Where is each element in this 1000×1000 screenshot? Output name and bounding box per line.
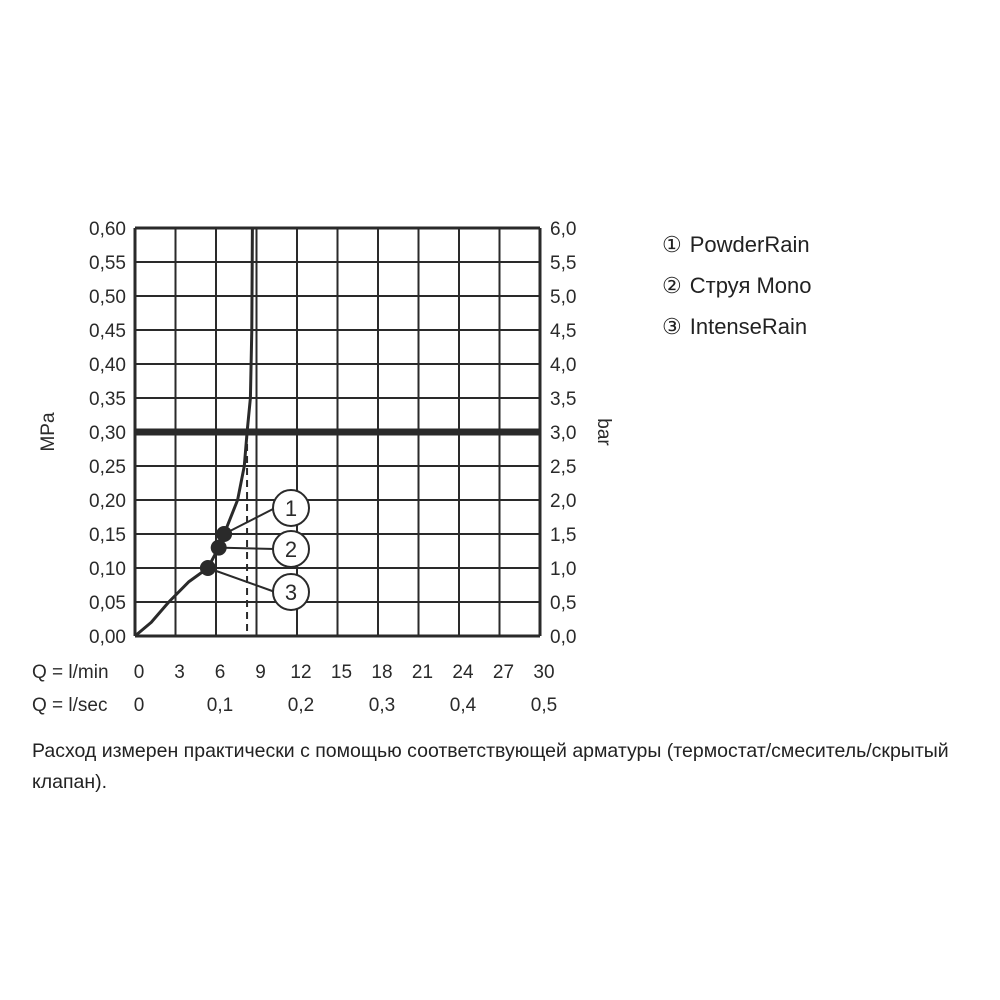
callout-label: 2 bbox=[285, 537, 297, 562]
x-tick-label-lsec: 0,5 bbox=[531, 695, 557, 716]
y-tick-label-right: 4,0 bbox=[550, 355, 576, 376]
y-axis-label-right: bar bbox=[593, 418, 614, 446]
callout-line bbox=[218, 546, 276, 550]
y-tick-label-right: 3,0 bbox=[550, 423, 576, 444]
y-tick-label-left: 0,55 bbox=[89, 253, 126, 274]
y-tick-label-left: 0,20 bbox=[89, 491, 126, 512]
legend-item: ② Струя Mono bbox=[662, 265, 820, 306]
legend-symbol: ② bbox=[662, 273, 682, 298]
legend-item: ① PowderRain bbox=[662, 224, 820, 265]
x-tick-label-lmin: 30 bbox=[533, 662, 554, 683]
x-tick-label-lmin: 18 bbox=[371, 662, 392, 683]
callout-label: 1 bbox=[285, 496, 297, 521]
legend-label: Струя Mono bbox=[689, 273, 812, 298]
callout-circle bbox=[272, 573, 310, 611]
y-tick-label-right: 6,0 bbox=[550, 219, 576, 240]
y-tick-label-left: 0,25 bbox=[89, 457, 126, 478]
data-point-marker bbox=[199, 560, 216, 576]
y-tick-label-right: 4,5 bbox=[550, 321, 576, 342]
x-tick-label-lsec: 0 bbox=[134, 695, 145, 716]
legend-symbol: ③ bbox=[662, 314, 682, 339]
legend-item: ③ IntenseRain bbox=[662, 306, 820, 347]
x-tick-label-lmin: 0 bbox=[134, 662, 145, 683]
data-point-marker bbox=[216, 526, 233, 542]
y-tick-label-right: 2,0 bbox=[550, 491, 576, 512]
x-tick-label-lmin: 12 bbox=[290, 662, 311, 683]
y-tick-label-left: 0,00 bbox=[89, 627, 126, 648]
x-axis-label-lsec: Q = l/sec bbox=[32, 695, 108, 716]
x-tick-label-lmin: 6 bbox=[215, 662, 226, 683]
x-tick-label-lmin: 3 bbox=[174, 662, 185, 683]
x-tick-label-lmin: 15 bbox=[331, 662, 352, 683]
y-axis-label-left: MPa bbox=[38, 412, 59, 452]
y-tick-label-right: 0,0 bbox=[550, 627, 576, 648]
legend: ① PowderRain ② Струя Mono ③ IntenseRain bbox=[662, 224, 820, 347]
x-tick-label-lmin: 9 bbox=[255, 662, 266, 683]
x-tick-label-lmin: 21 bbox=[412, 662, 433, 683]
x-tick-label-lsec: 0,2 bbox=[288, 695, 314, 716]
callout-label: 3 bbox=[285, 580, 297, 605]
y-tick-label-left: 0,35 bbox=[89, 389, 126, 410]
x-tick-label-lmin: 24 bbox=[452, 662, 474, 683]
y-tick-label-left: 0,10 bbox=[89, 559, 126, 580]
data-point-marker bbox=[210, 539, 227, 556]
y-tick-label-left: 0,30 bbox=[89, 423, 126, 444]
x-tick-label-lmin: 27 bbox=[493, 662, 514, 683]
x-tick-label-lsec: 0,4 bbox=[450, 695, 477, 716]
legend-label: IntenseRain bbox=[689, 314, 808, 339]
x-axis-label-lmin: Q = l/min bbox=[32, 662, 109, 683]
y-tick-label-left: 0,45 bbox=[89, 321, 126, 342]
y-tick-label-right: 1,5 bbox=[550, 525, 576, 546]
callout-line bbox=[207, 567, 276, 593]
x-tick-label-lsec: 0,3 bbox=[369, 695, 395, 716]
legend-label: PowderRain bbox=[689, 232, 810, 257]
footnote: Расход измерен практически с помощью соо… bbox=[32, 740, 949, 793]
y-tick-label-right: 0,5 bbox=[550, 593, 576, 614]
callout-line bbox=[223, 507, 276, 535]
y-tick-label-left: 0,50 bbox=[89, 287, 126, 308]
callout-circle bbox=[272, 489, 310, 527]
y-tick-label-right: 3,5 bbox=[550, 389, 576, 410]
callout-circle bbox=[272, 530, 310, 568]
y-tick-label-left: 0,15 bbox=[89, 525, 126, 546]
y-tick-label-left: 0,60 bbox=[89, 219, 126, 240]
y-tick-label-right: 1,0 bbox=[550, 559, 576, 580]
y-tick-label-left: 0,05 bbox=[89, 593, 126, 614]
x-tick-label-lsec: 0,1 bbox=[207, 695, 233, 716]
y-tick-label-right: 2,5 bbox=[550, 457, 576, 478]
y-tick-label-right: 5,0 bbox=[550, 287, 576, 308]
y-tick-label-right: 5,5 bbox=[550, 253, 576, 274]
y-tick-label-left: 0,40 bbox=[89, 355, 126, 376]
legend-symbol: ① bbox=[662, 232, 682, 257]
